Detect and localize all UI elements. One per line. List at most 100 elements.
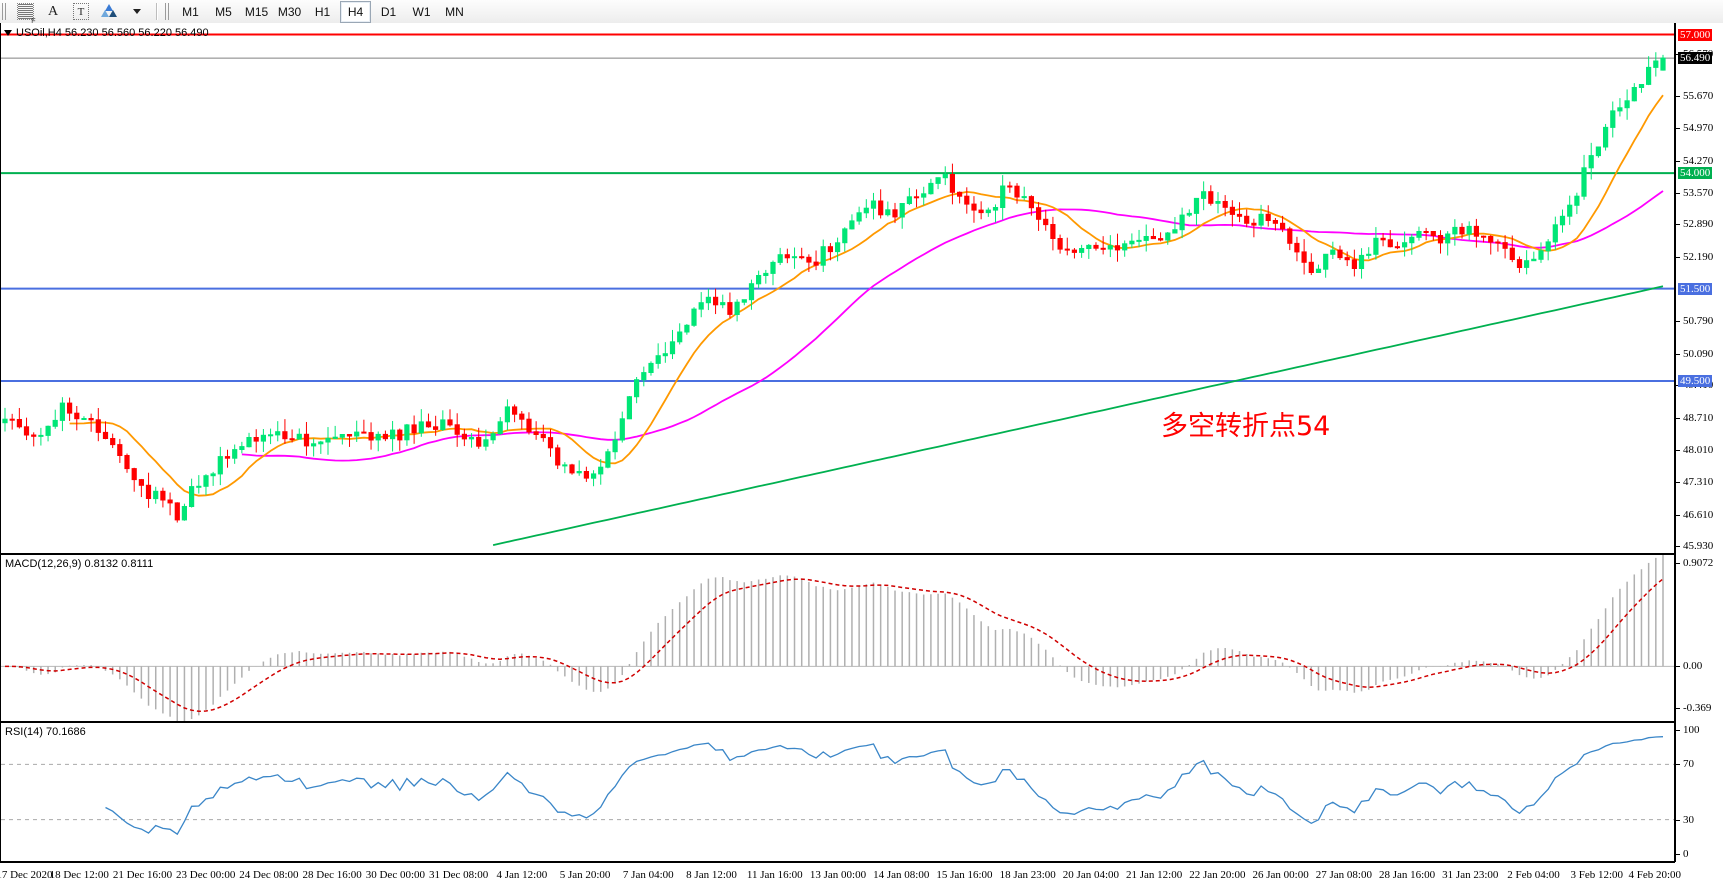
timeframe-h4[interactable]: H4 — [340, 0, 371, 23]
time-axis-line — [0, 862, 1675, 863]
macd-chart-svg[interactable] — [1, 555, 1674, 721]
time-axis-label: 11 Jan 16:00 — [746, 869, 803, 881]
time-axis-label: 24 Dec 08:00 — [239, 869, 299, 881]
macd-axis-label: 0.00 — [1683, 660, 1703, 673]
time-axis-label: 31 Dec 08:00 — [428, 869, 489, 881]
price-level-badge[interactable]: 54.000 — [1678, 167, 1713, 180]
time-axis-label: 23 Dec 00:00 — [176, 869, 236, 881]
price-chart-svg[interactable] — [1, 23, 1674, 552]
price-axis-label: 46.610 — [1683, 508, 1714, 521]
price-level-badge[interactable]: 56.490 — [1678, 52, 1713, 65]
timeframe-drag-handle[interactable] — [165, 3, 171, 20]
time-axis-label: 31 Jan 23:00 — [1442, 869, 1499, 881]
time-axis[interactable]: 17 Dec 2020 18 Dec 12:00 21 Dec 16:00 23 De… — [0, 862, 1723, 895]
time-axis-label: 18 Dec 12:00 — [49, 869, 109, 881]
time-axis-label: 13 Jan 00:00 — [809, 869, 867, 881]
chart-workspace[interactable]: USOil,H4 56.230 56.560 56.220 56.490 多空转… — [0, 23, 1723, 895]
price-axis-label: 48.010 — [1683, 443, 1714, 456]
price-axis[interactable]: 56.57055.67054.97054.27053.57052.89052.1… — [1675, 23, 1723, 862]
timeframe-m5[interactable]: M5 — [215, 4, 232, 19]
timeframe-w1[interactable]: W1 — [412, 4, 431, 19]
price-axis-label: 45.930 — [1683, 539, 1714, 552]
price-level-badge[interactable]: 51.500 — [1678, 282, 1713, 295]
time-axis-label: 21 Dec 16:00 — [112, 869, 173, 881]
price-level-badge[interactable]: 57.000 — [1678, 28, 1713, 41]
time-axis-label: 22 Jan 20:00 — [1189, 869, 1246, 881]
timeframe-m30[interactable]: M30 — [277, 4, 302, 19]
time-axis-label: 17 Dec 2020 — [0, 869, 53, 881]
axis-tick — [1676, 417, 1680, 419]
axis-tick — [1676, 128, 1680, 130]
axis-tick — [1676, 353, 1680, 355]
axis-tick — [1676, 449, 1680, 451]
text-object-glyph: T — [73, 3, 89, 20]
timeframe-mn[interactable]: MN — [445, 4, 464, 19]
text-label-icon[interactable]: A — [40, 1, 66, 23]
text-object-icon[interactable]: T — [68, 1, 94, 23]
chart-annotation-text[interactable]: 多空转折点54 — [1161, 411, 1331, 442]
time-axis-label: 8 Jan 12:00 — [686, 869, 737, 881]
axis-tick — [1676, 224, 1680, 226]
price-level-badge[interactable]: 49.500 — [1678, 375, 1713, 388]
rsi-axis-label: 0 — [1683, 848, 1689, 860]
time-axis-label: 27 Jan 08:00 — [1315, 869, 1372, 881]
price-axis-label: 53.570 — [1683, 187, 1714, 200]
price-axis-label: 50.090 — [1683, 347, 1714, 360]
timeframe-h1[interactable]: H1 — [314, 4, 331, 19]
time-axis-label: 28 Jan 16:00 — [1378, 869, 1436, 881]
time-axis-label: 7 Jan 04:00 — [622, 869, 674, 881]
toolbar-drag-handle[interactable] — [2, 3, 8, 20]
time-axis-label: 5 Jan 20:00 — [559, 869, 611, 881]
time-axis-label: 26 Jan 00:00 — [1252, 869, 1309, 881]
rsi-axis-label: 30 — [1683, 813, 1694, 826]
time-axis-label: 21 Jan 12:00 — [1126, 869, 1183, 881]
time-axis-label: 2 Feb 04:00 — [1507, 869, 1560, 881]
timeframe-m1[interactable]: M1 — [182, 4, 199, 19]
axis-tick — [1676, 666, 1680, 668]
price-axis-label: 48.710 — [1683, 411, 1714, 424]
time-axis-label: 3 Feb 12:00 — [1570, 869, 1624, 881]
time-axis-label: 18 Jan 23:00 — [999, 869, 1056, 881]
timeframe-m15[interactable]: M15 — [244, 4, 269, 19]
time-axis-label: 14 Jan 08:00 — [873, 869, 930, 881]
symbol-ohlc-label: USOil,H4 56.230 56.560 56.220 56.490 — [16, 27, 209, 39]
symbol-info: USOil,H4 56.230 56.560 56.220 56.490 — [4, 27, 209, 39]
axis-tick — [1676, 193, 1680, 195]
rsi-panel[interactable]: RSI(14) 70.1686 — [0, 722, 1675, 862]
time-axis-label: 28 Dec 16:00 — [302, 869, 362, 881]
macd-panel[interactable]: MACD(12,26,9) 0.8132 0.8111 — [0, 554, 1675, 722]
price-axis-label: 54.270 — [1683, 154, 1714, 167]
axis-tick — [1676, 764, 1680, 766]
price-axis-label: 47.310 — [1683, 476, 1714, 489]
price-axis-label: 54.970 — [1683, 122, 1714, 135]
axis-tick — [1676, 819, 1680, 821]
collapse-chevron-icon[interactable] — [4, 30, 12, 36]
axis-tick — [1676, 160, 1680, 162]
axis-tick — [1676, 708, 1680, 710]
axis-tick — [1676, 256, 1680, 258]
rsi-axis-label: 70 — [1683, 758, 1694, 771]
time-axis-label: 30 Dec 00:00 — [365, 869, 426, 881]
time-axis-label: 20 Jan 04:00 — [1062, 869, 1120, 881]
timeframe-d1[interactable]: D1 — [380, 4, 397, 19]
main-toolbar: F A T M1 M5 M15 M30 H1 H4 D1 W1 MN — [0, 0, 1723, 25]
price-panel[interactable]: USOil,H4 56.230 56.560 56.220 56.490 多空转… — [0, 23, 1675, 554]
toolbar-separator — [156, 3, 158, 20]
time-axis-label: 15 Jan 16:00 — [936, 869, 993, 881]
shapes-icon[interactable] — [96, 1, 122, 23]
axis-tick — [1676, 563, 1680, 565]
rsi-chart-svg[interactable] — [1, 723, 1674, 861]
rsi-label: RSI(14) 70.1686 — [5, 726, 86, 738]
chart-template-icon[interactable]: F — [12, 1, 38, 25]
price-axis-label: 52.890 — [1683, 218, 1714, 231]
shapes-dropdown-icon[interactable] — [124, 1, 150, 23]
chart-template-label: F — [31, 18, 36, 25]
axis-tick — [1676, 730, 1680, 731]
macd-label: MACD(12,26,9) 0.8132 0.8111 — [5, 558, 154, 570]
time-axis-label: 4 Feb 20:00 — [1628, 869, 1682, 881]
axis-tick — [1676, 321, 1680, 323]
price-axis-label: 55.670 — [1683, 89, 1714, 102]
axis-tick — [1676, 854, 1680, 855]
price-axis-label: 52.190 — [1683, 250, 1714, 263]
rsi-axis-label: 100 — [1683, 724, 1700, 736]
